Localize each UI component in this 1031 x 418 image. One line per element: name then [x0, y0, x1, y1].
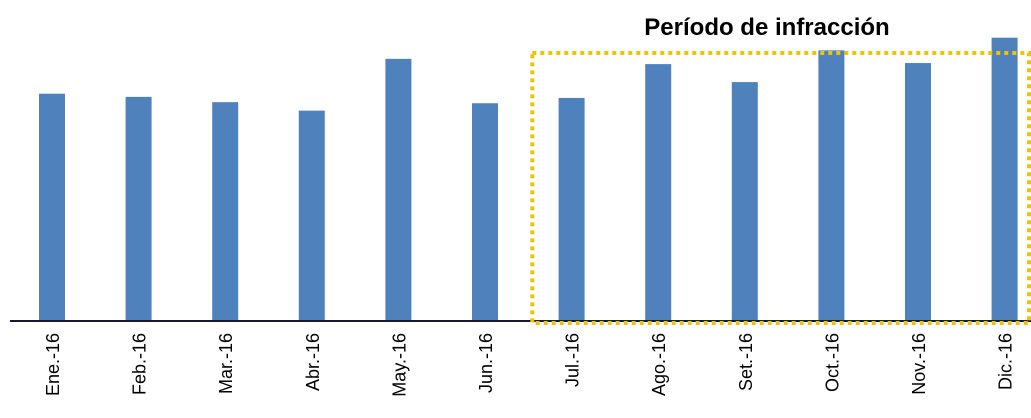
- bar-ago-16: [645, 64, 672, 321]
- x-tick-label: Feb.-16: [130, 333, 150, 395]
- bar-set-16: [731, 82, 758, 321]
- x-tick-label: Set.-16: [736, 333, 756, 391]
- bar-nov-16: [905, 63, 931, 322]
- x-tick-label: Mar.-16: [216, 333, 236, 394]
- bar-feb-16: [125, 96, 152, 321]
- bar-oct-16: [818, 50, 845, 321]
- x-tick-label: Dic.-16: [996, 333, 1016, 390]
- x-tick-label: Oct.-16: [822, 333, 842, 392]
- x-tick-labels: Ene.-16 Feb.-16 Mar.-16 Abr.-16 May.-16 Jun.-…: [43, 333, 1016, 397]
- bar-jun-16: [472, 103, 498, 321]
- x-tick-label: Nov.-16: [909, 333, 929, 395]
- infraction-period-label: Período de infracción: [644, 14, 889, 41]
- infraction-period-box: [530, 51, 1031, 325]
- bar-ene-16: [39, 93, 65, 321]
- bars-group: [39, 37, 1018, 322]
- bar-mar-16: [212, 102, 239, 322]
- x-tick-label: Jun.-16: [476, 333, 496, 393]
- x-tick-label: Jul.-16: [563, 333, 583, 387]
- bar-jul-16: [558, 97, 585, 321]
- bar-may-16: [385, 58, 412, 321]
- x-tick-label: Ene.-16: [43, 333, 63, 396]
- x-tick-label: Abr.-16: [303, 333, 323, 391]
- x-tick-label: May.-16: [389, 333, 409, 397]
- bar-dic-16: [991, 37, 1018, 321]
- bar-abr-16: [298, 110, 325, 321]
- x-tick-label: Ago.-16: [649, 333, 669, 396]
